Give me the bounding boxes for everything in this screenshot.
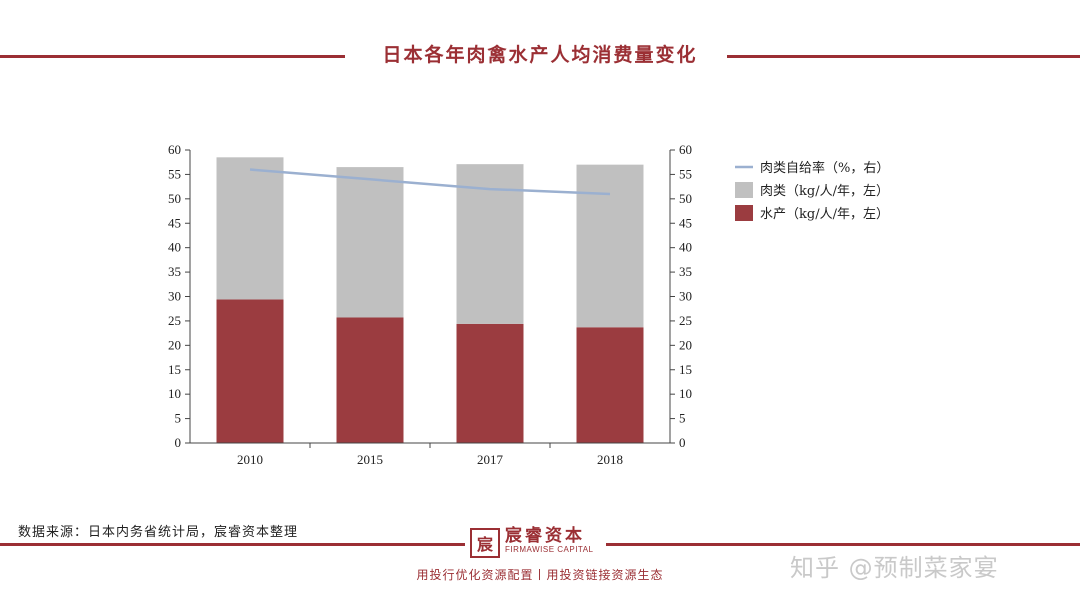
- legend-label: 肉类（kg/人/年，左）: [760, 184, 889, 199]
- watermark: 知乎 @预制菜家宴: [790, 554, 999, 582]
- bar-aquatic-2017: [456, 323, 524, 443]
- y-tick-label-right: 25: [679, 313, 692, 328]
- brand-logo-icon: 宸: [470, 528, 500, 558]
- header-rule-right: [727, 55, 1080, 58]
- x-tick-label-2018: 2018: [597, 452, 623, 467]
- data-source-note: 数据来源：日本内务省统计局，宸睿资本整理: [18, 525, 299, 540]
- x-tick-label-2015: 2015: [357, 452, 383, 467]
- footer-rule-right: [606, 543, 1080, 546]
- y-tick-label-left: 35: [168, 264, 181, 279]
- bar-aquatic-2018: [576, 327, 644, 443]
- x-tick-label-2010: 2010: [237, 452, 263, 467]
- y-tick-label-right: 10: [679, 386, 692, 401]
- y-tick-label-left: 20: [168, 337, 181, 352]
- y-tick-label-right: 40: [679, 240, 692, 255]
- y-tick-label-left: 15: [168, 362, 181, 377]
- y-tick-label-right: 55: [679, 166, 692, 181]
- y-tick-label-left: 0: [175, 435, 182, 450]
- y-tick-label-left: 55: [168, 166, 181, 181]
- y-tick-label-left: 60: [168, 142, 181, 157]
- legend-label: 肉类自给率（%，右）: [760, 160, 889, 176]
- y-tick-label-right: 60: [679, 142, 692, 157]
- bar-aquatic-2010: [216, 299, 284, 443]
- y-tick-label-right: 35: [679, 264, 692, 279]
- y-tick-label-left: 45: [168, 215, 181, 230]
- y-tick-label-left: 25: [168, 313, 181, 328]
- y-tick-label-right: 5: [679, 411, 686, 426]
- legend-label: 水产（kg/人/年，左）: [760, 207, 889, 222]
- y-tick-label-right: 45: [679, 215, 692, 230]
- y-tick-label-left: 5: [175, 411, 182, 426]
- brand-block: 宸睿资本 FIRMAWISE CAPITAL: [505, 527, 598, 554]
- bar-meat-2018: [576, 164, 644, 328]
- y-tick-label-right: 20: [679, 337, 692, 352]
- y-tick-label-left: 40: [168, 240, 181, 255]
- y-tick-label-right: 50: [679, 191, 692, 206]
- legend-swatch-meat: [735, 182, 753, 198]
- footer-rule-left: [0, 543, 465, 546]
- brand-name: 宸睿资本: [505, 526, 585, 546]
- bar-aquatic-2015: [336, 317, 404, 443]
- footer-slogan: 用投行优化资源配置丨用投资链接资源生态: [416, 568, 664, 582]
- page-title: 日本各年肉禽水产人均消费量变化: [382, 44, 698, 66]
- y-tick-label-right: 15: [679, 362, 692, 377]
- legend-swatch-aquatic: [735, 205, 753, 221]
- y-tick-label-right: 30: [679, 289, 692, 304]
- brand-english-name: FIRMAWISE CAPITAL: [505, 545, 594, 554]
- header-rule-left: [0, 55, 345, 58]
- line-meat-self-sufficiency: [249, 168, 611, 196]
- y-tick-label-left: 10: [168, 386, 181, 401]
- x-tick-label-2017: 2017: [477, 452, 504, 467]
- bar-meat-2010: [216, 157, 284, 300]
- y-tick-label-left: 50: [168, 191, 181, 206]
- bar-meat-2015: [336, 167, 404, 318]
- y-tick-label-left: 30: [168, 289, 181, 304]
- y-tick-label-right: 0: [679, 435, 686, 450]
